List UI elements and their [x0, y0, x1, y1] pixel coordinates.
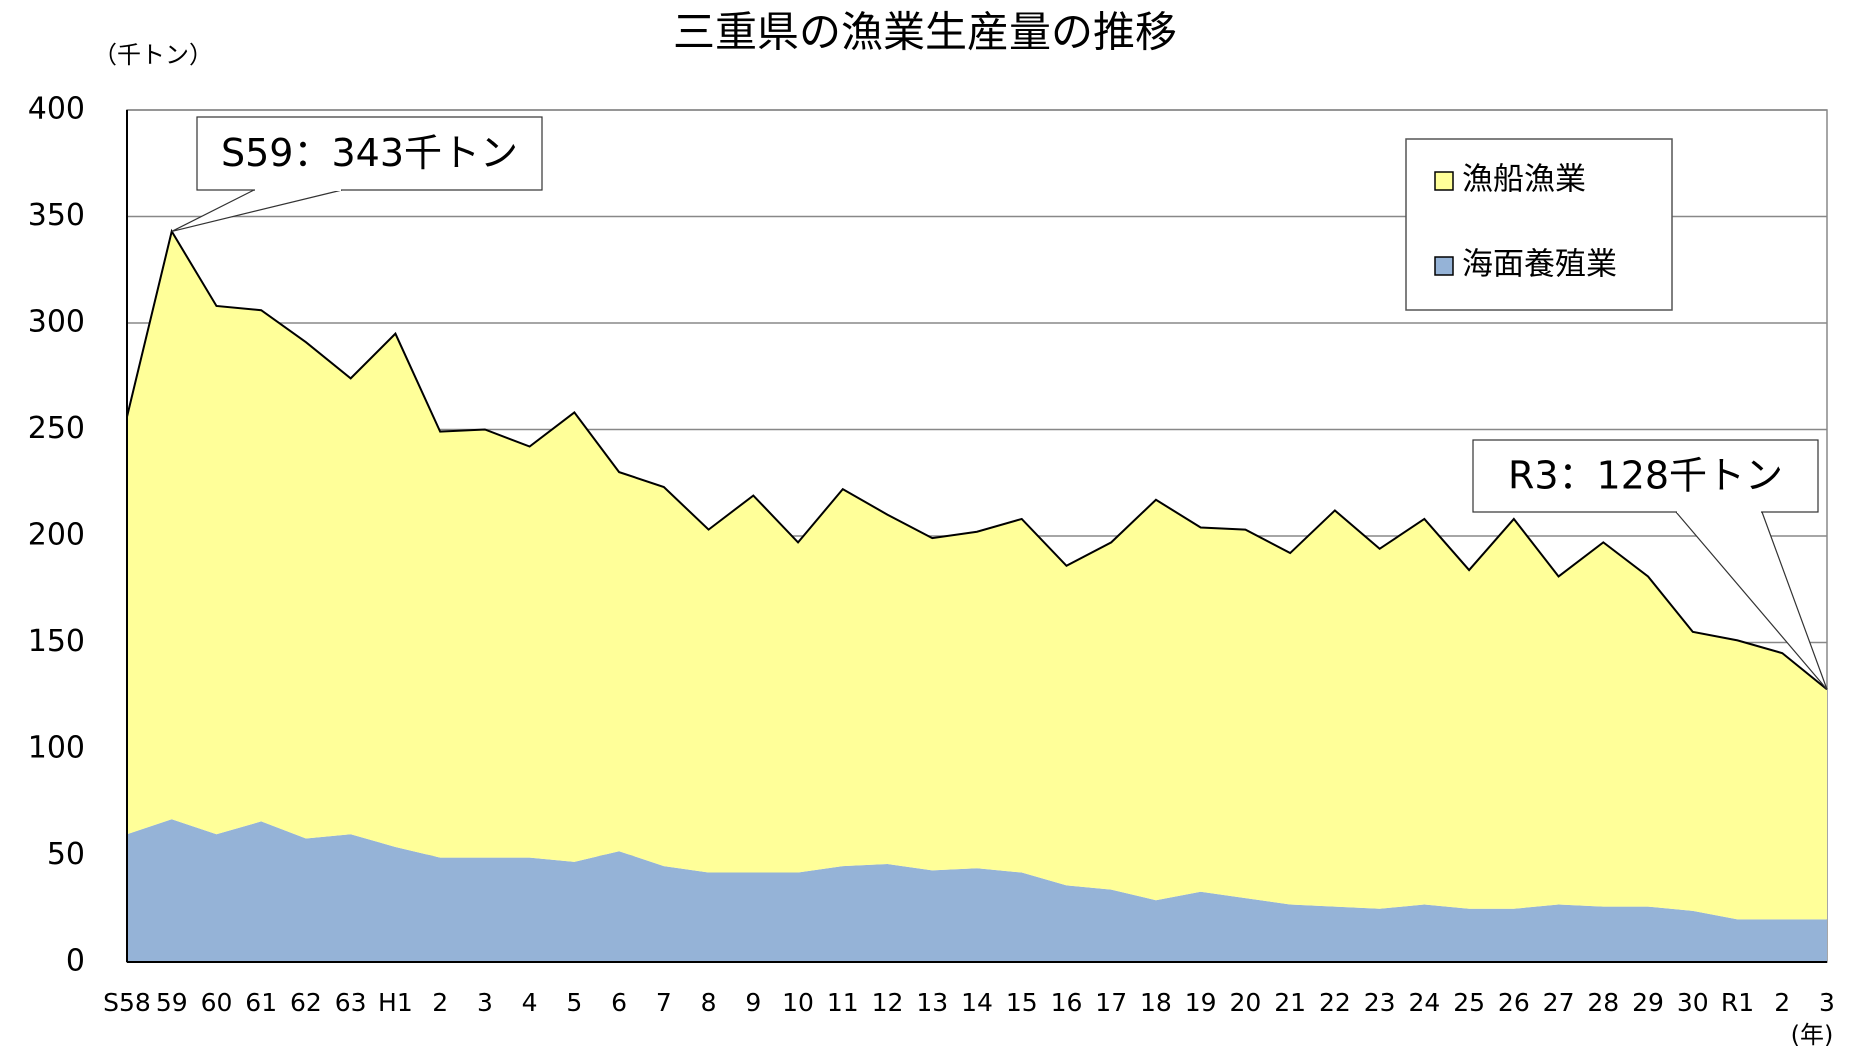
x-tick-label: 20: [1230, 988, 1262, 1017]
x-tick-label: 11: [827, 988, 859, 1017]
x-tick-label: 3: [477, 988, 493, 1017]
x-tick-label: 5: [566, 988, 582, 1017]
x-tick-label: 28: [1587, 988, 1619, 1017]
x-tick-label: 2: [1774, 988, 1790, 1017]
x-tick-label: R1: [1721, 988, 1754, 1017]
chart-title: 三重県の漁業生産量の推移: [673, 8, 1177, 57]
x-tick-label: 24: [1408, 988, 1440, 1017]
x-tick-label: 13: [916, 988, 948, 1017]
x-tick-label: 2: [432, 988, 448, 1017]
y-tick-label: 350: [28, 198, 85, 233]
x-tick-label: 18: [1140, 988, 1172, 1017]
x-tick-label: S58: [103, 988, 151, 1017]
x-tick-label: 7: [656, 988, 672, 1017]
x-tick-label: 3: [1819, 988, 1835, 1017]
x-tick-label: 25: [1453, 988, 1485, 1017]
y-tick-label: 400: [28, 92, 85, 127]
x-tick-label: 17: [1095, 988, 1127, 1017]
x-tick-label: 60: [201, 988, 233, 1017]
y-tick-label: 150: [28, 624, 85, 659]
x-tick-label: 27: [1543, 988, 1575, 1017]
x-tick-label: 14: [961, 988, 993, 1017]
callout-box: [1472, 439, 1819, 513]
y-tick-label: 100: [28, 731, 85, 766]
x-tick-label: 62: [290, 988, 322, 1017]
x-axis-label: (年): [1791, 1021, 1834, 1049]
legend-label: 海面養殖業: [1462, 247, 1617, 283]
x-tick-label: H1: [378, 988, 413, 1017]
y-tick-label: 200: [28, 518, 85, 553]
legend-swatch: [1434, 256, 1454, 276]
annotation: S59：343千トン: [221, 131, 518, 175]
x-tick-label: 8: [701, 988, 717, 1017]
y-tick-label: 0: [66, 944, 85, 979]
legend-swatch: [1434, 171, 1454, 191]
x-tick-label: 59: [156, 988, 188, 1017]
area: [127, 231, 1827, 920]
x-tick-label: 22: [1319, 988, 1351, 1017]
legend-label: 漁船漁業: [1462, 162, 1586, 198]
outline: [126, 228, 1828, 691]
callout-box: [196, 116, 543, 191]
legend-box: [1405, 138, 1673, 311]
x-tick-label: 12: [872, 988, 904, 1017]
x-tick-label: 6: [611, 988, 627, 1017]
x-tick-label: 61: [245, 988, 277, 1017]
x-tick-label: 23: [1364, 988, 1396, 1017]
x-tick-label: 9: [745, 988, 761, 1017]
x-tick-label: 16: [1051, 988, 1083, 1017]
area: [127, 819, 1827, 962]
y-tick-label: 50: [47, 837, 85, 872]
y-tick-label: 300: [28, 305, 85, 340]
x-tick-label: 29: [1632, 988, 1664, 1017]
x-tick-label: 19: [1185, 988, 1217, 1017]
x-tick-label: 21: [1274, 988, 1306, 1017]
y-axis-label: （千トン）: [93, 41, 213, 69]
x-tick-label: 15: [1006, 988, 1038, 1017]
x-tick-label: 30: [1677, 988, 1709, 1017]
x-tick-label: 63: [335, 988, 367, 1017]
x-tick-label: 10: [782, 988, 814, 1017]
x-tick-label: 4: [522, 988, 538, 1017]
x-tick-label: 26: [1498, 988, 1530, 1017]
annotation: R3：128千トン: [1508, 454, 1783, 498]
y-tick-label: 250: [28, 411, 85, 446]
